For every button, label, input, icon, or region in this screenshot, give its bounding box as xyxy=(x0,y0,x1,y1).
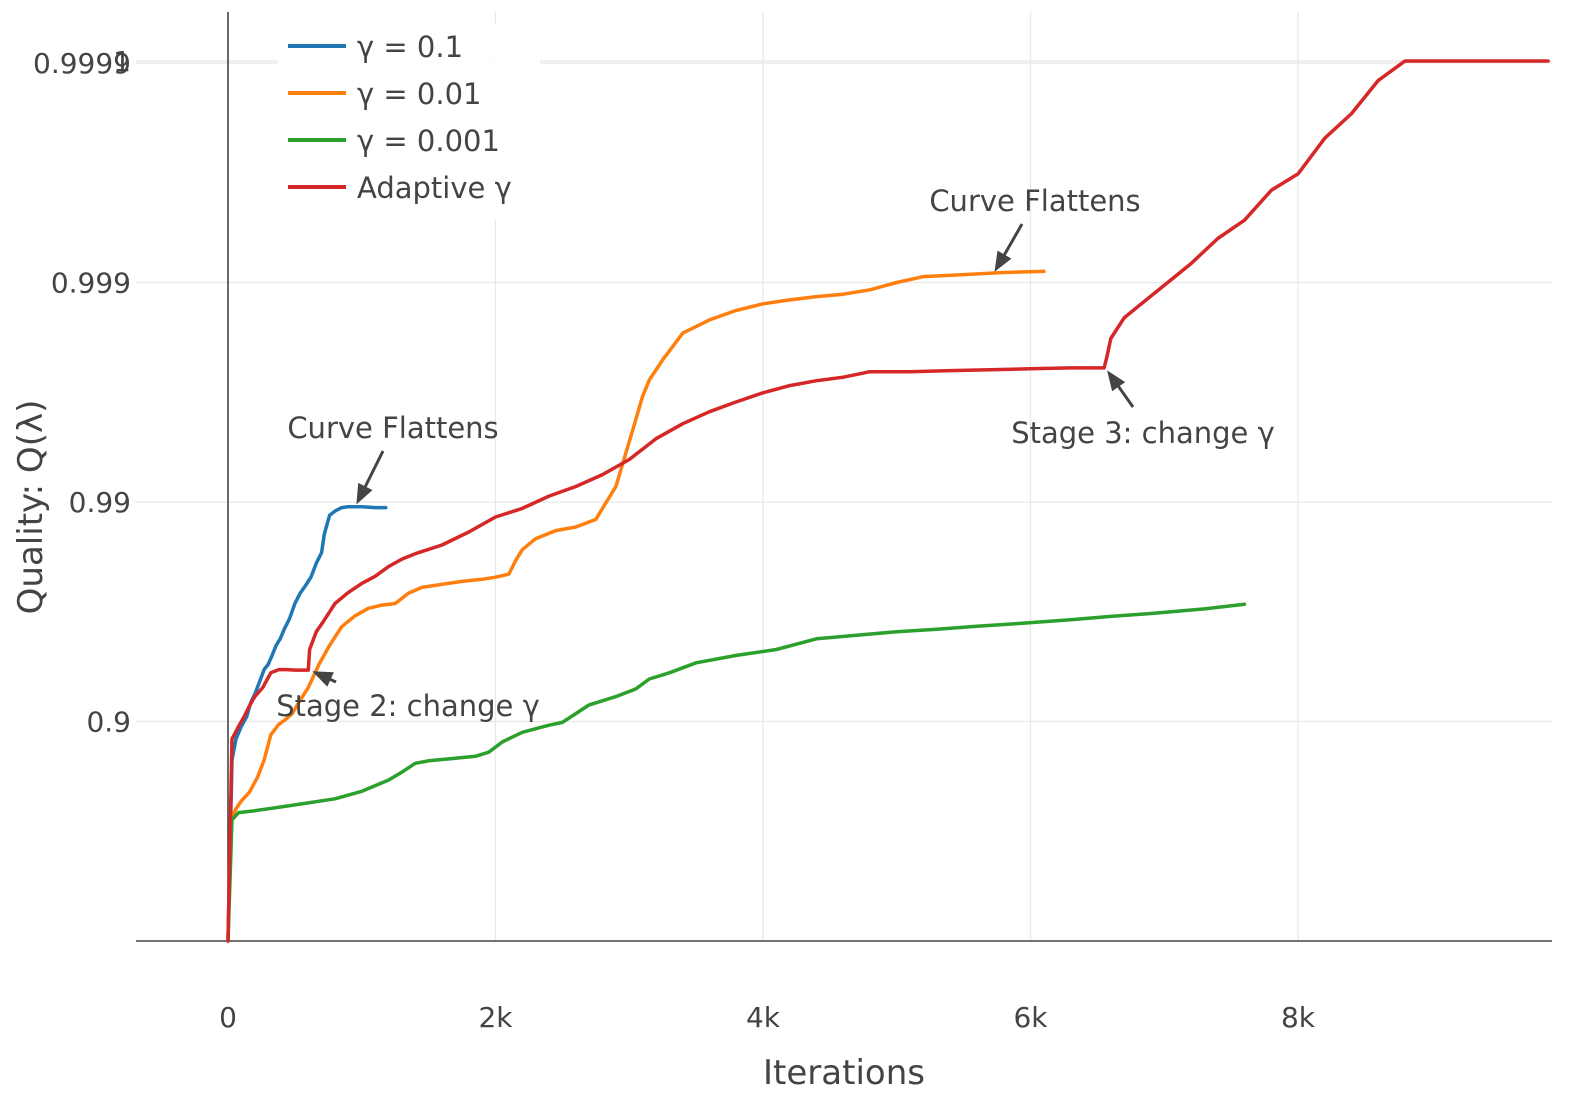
annotation-label: Curve Flattens xyxy=(929,184,1140,218)
y-axis-title: Quality: Q(λ) xyxy=(11,400,51,615)
legend-item-label: γ = 0.01 xyxy=(357,77,481,111)
series-line-3 xyxy=(226,602,1247,943)
x-tick-label: 2k xyxy=(478,1001,513,1034)
annotation-arrow xyxy=(1000,223,1024,261)
legend-item-label: γ = 0.001 xyxy=(357,124,500,158)
annotation-arrowhead xyxy=(356,482,373,505)
series-line-4 xyxy=(226,59,1550,943)
axes xyxy=(136,12,1552,942)
annotation-label: Stage 3: change γ xyxy=(1011,416,1275,450)
x-tick-label: 0 xyxy=(219,1001,237,1034)
y-tick-label: 0.99 xyxy=(69,486,131,519)
legend-item-label: Adaptive γ xyxy=(357,171,512,205)
annotation-arrowhead xyxy=(312,671,334,687)
y-tick-label: 0.9 xyxy=(86,706,131,739)
series-line-2 xyxy=(226,269,1046,943)
y-tick-label: 0.999 xyxy=(51,267,131,300)
y-tick-label: 0.9999 xyxy=(33,47,131,80)
annotation-arrowhead xyxy=(994,250,1012,272)
annotations: Curve Flattens Curve Flattens Stage 2: cha… xyxy=(276,184,1275,723)
x-tick-label: 6k xyxy=(1013,1001,1048,1034)
series-line-1 xyxy=(226,504,388,943)
legend: γ = 0.1 γ = 0.01 γ = 0.001 Adaptive γ xyxy=(278,24,540,220)
annotation-arrow xyxy=(361,450,385,493)
annotation-arrowhead xyxy=(1107,370,1126,392)
x-tick-label: 8k xyxy=(1281,1001,1316,1034)
grid-lines xyxy=(136,12,1552,941)
annotation-label: Curve Flattens xyxy=(287,411,498,445)
x-tick-label: 4k xyxy=(746,1001,781,1034)
legend-item-label: γ = 0.1 xyxy=(357,30,463,64)
y-tick-label: 1 xyxy=(113,45,131,78)
series-lines xyxy=(226,59,1550,943)
annotation-label: Stage 2: change γ xyxy=(276,689,540,723)
x-axis-title: Iterations xyxy=(763,1053,925,1093)
